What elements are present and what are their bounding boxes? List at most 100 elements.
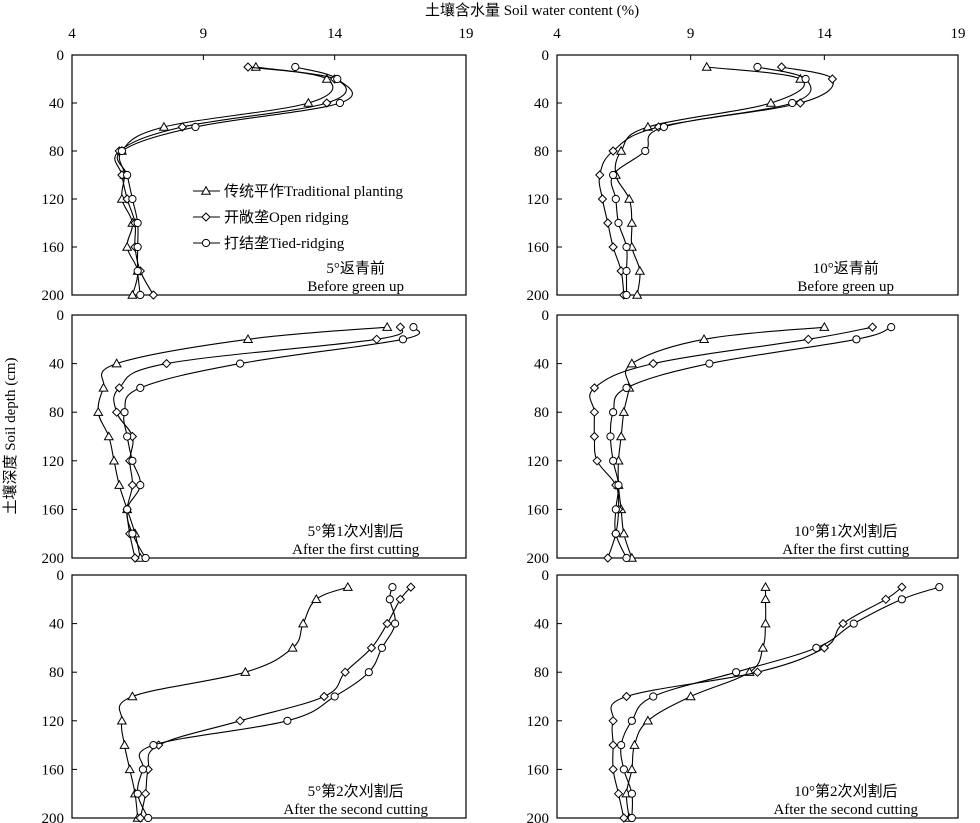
data-point-diamond xyxy=(867,322,878,332)
panel-row1-left: 0 40 80 120 160 200 4 9 14 19 5°返青前 Before green up xyxy=(42,26,474,304)
data-point-diamond xyxy=(395,322,406,332)
data-point-circle xyxy=(622,383,631,392)
panel-label-en: After the first cutting xyxy=(782,542,910,558)
data-point-triangle xyxy=(98,382,109,392)
y-tick-label: 40 xyxy=(534,357,549,373)
data-point-diamond xyxy=(619,813,629,823)
data-point-diamond xyxy=(371,334,382,345)
data-point-circle xyxy=(291,62,300,72)
data-point-circle xyxy=(788,98,797,108)
data-point-diamond xyxy=(621,691,632,702)
panel-label-en: Before green up xyxy=(307,279,404,295)
data-point-circle xyxy=(812,643,821,653)
data-point-circle xyxy=(849,619,858,628)
data-point-diamond xyxy=(395,594,406,605)
data-point-diamond xyxy=(595,170,605,180)
data-point-circle xyxy=(191,122,200,132)
data-point-triangle xyxy=(240,666,251,676)
panel-label-en: Before green up xyxy=(797,279,894,295)
data-point-triangle xyxy=(311,593,322,604)
data-point-diamond xyxy=(140,788,151,799)
data-point-triangle xyxy=(93,406,104,416)
data-point-diamond xyxy=(589,431,600,442)
data-point-circle xyxy=(611,194,620,204)
plot-frame xyxy=(556,574,959,819)
data-point-circle xyxy=(606,432,615,441)
data-point-diamond xyxy=(235,716,245,726)
data-point-circle xyxy=(641,146,650,156)
panel-row2-right: 0 40 80 120 160 200 10°第1次刈割后 After the first c… xyxy=(527,308,959,567)
panel-label-cn: 5°第1次刈割后 xyxy=(308,522,404,540)
data-point-triangle xyxy=(642,715,654,725)
data-point-triangle xyxy=(757,642,769,652)
data-point-circle xyxy=(117,146,127,156)
y-tick-label: 120 xyxy=(527,192,550,208)
data-point-circle xyxy=(609,456,618,465)
panel-row1-right: 0 40 80 120 160 200 4 9 14 19 10°返青前 Before green u… xyxy=(527,26,966,304)
data-point-diamond xyxy=(608,146,618,156)
series-line-diamond xyxy=(139,586,412,819)
data-point-diamond xyxy=(597,194,608,204)
y-tick-label: 0 xyxy=(542,308,550,324)
y-tick-label: 160 xyxy=(527,240,550,256)
data-point-diamond xyxy=(148,290,159,300)
data-point-triangle xyxy=(127,289,138,299)
x-tick-label: 4 xyxy=(68,26,76,42)
data-point-circle xyxy=(136,383,145,392)
y-tick-label: 80 xyxy=(49,665,64,681)
series-line-triangle xyxy=(118,66,334,296)
data-point-triangle xyxy=(615,145,627,155)
data-point-diamond xyxy=(406,582,416,592)
panel-label-en: After the second cutting xyxy=(773,802,918,818)
data-point-diamond xyxy=(366,643,377,653)
data-point-circle xyxy=(705,359,714,368)
data-point-triangle xyxy=(624,193,635,203)
panel-label-cn: 5°返青前 xyxy=(326,260,385,277)
data-point-triangle xyxy=(114,479,125,489)
plot-frame xyxy=(71,314,467,559)
data-point-circle xyxy=(409,323,418,332)
data-point-diamond xyxy=(838,618,848,629)
x-tick-label: 4 xyxy=(553,26,561,42)
data-point-triangle xyxy=(342,581,353,591)
data-point-triangle xyxy=(626,217,638,227)
data-point-triangle xyxy=(698,333,710,344)
series-line-diamond xyxy=(598,66,834,296)
series-line-circle xyxy=(116,66,353,296)
y-tick-label: 0 xyxy=(542,568,550,584)
data-point-diamond xyxy=(776,62,787,72)
data-point-circle xyxy=(614,481,623,490)
data-point-diamond xyxy=(322,98,332,108)
x-tick-label: 14 xyxy=(817,26,833,42)
data-point-triangle xyxy=(127,691,138,701)
data-point-triangle xyxy=(632,289,643,299)
data-point-circle xyxy=(611,505,620,514)
data-point-diamond xyxy=(803,334,814,345)
data-point-circle xyxy=(123,432,132,441)
plot-frame xyxy=(71,574,467,819)
y-tick-label: 40 xyxy=(534,96,549,112)
data-point-diamond xyxy=(881,594,891,605)
panel-row3-right: 0 40 80 120 160 200 10°第2次刈割后 After the second … xyxy=(527,568,959,823)
data-point-circle xyxy=(149,741,158,750)
data-point-circle xyxy=(935,583,944,592)
data-point-circle xyxy=(138,765,148,774)
data-point-circle xyxy=(123,505,132,514)
y-tick-label: 80 xyxy=(534,405,549,421)
legend-label: 传统平作Traditional planting xyxy=(224,183,404,200)
panel-label-en: After the first cutting xyxy=(292,542,420,558)
y-tick-label: 160 xyxy=(42,762,65,778)
data-point-circle xyxy=(622,290,631,300)
data-point-diamond xyxy=(819,643,830,653)
data-point-triangle xyxy=(108,455,120,465)
panel-label-cn: 5°第2次刈割后 xyxy=(308,782,404,800)
y-tick-label: 0 xyxy=(57,568,65,584)
data-point-triangle xyxy=(111,358,122,368)
y-tick-label: 160 xyxy=(42,240,65,256)
data-point-diamond xyxy=(382,618,392,629)
data-point-circle xyxy=(128,194,137,204)
data-point-circle xyxy=(335,98,345,108)
data-point-triangle xyxy=(242,333,254,344)
x-tick-label: 14 xyxy=(327,26,343,42)
